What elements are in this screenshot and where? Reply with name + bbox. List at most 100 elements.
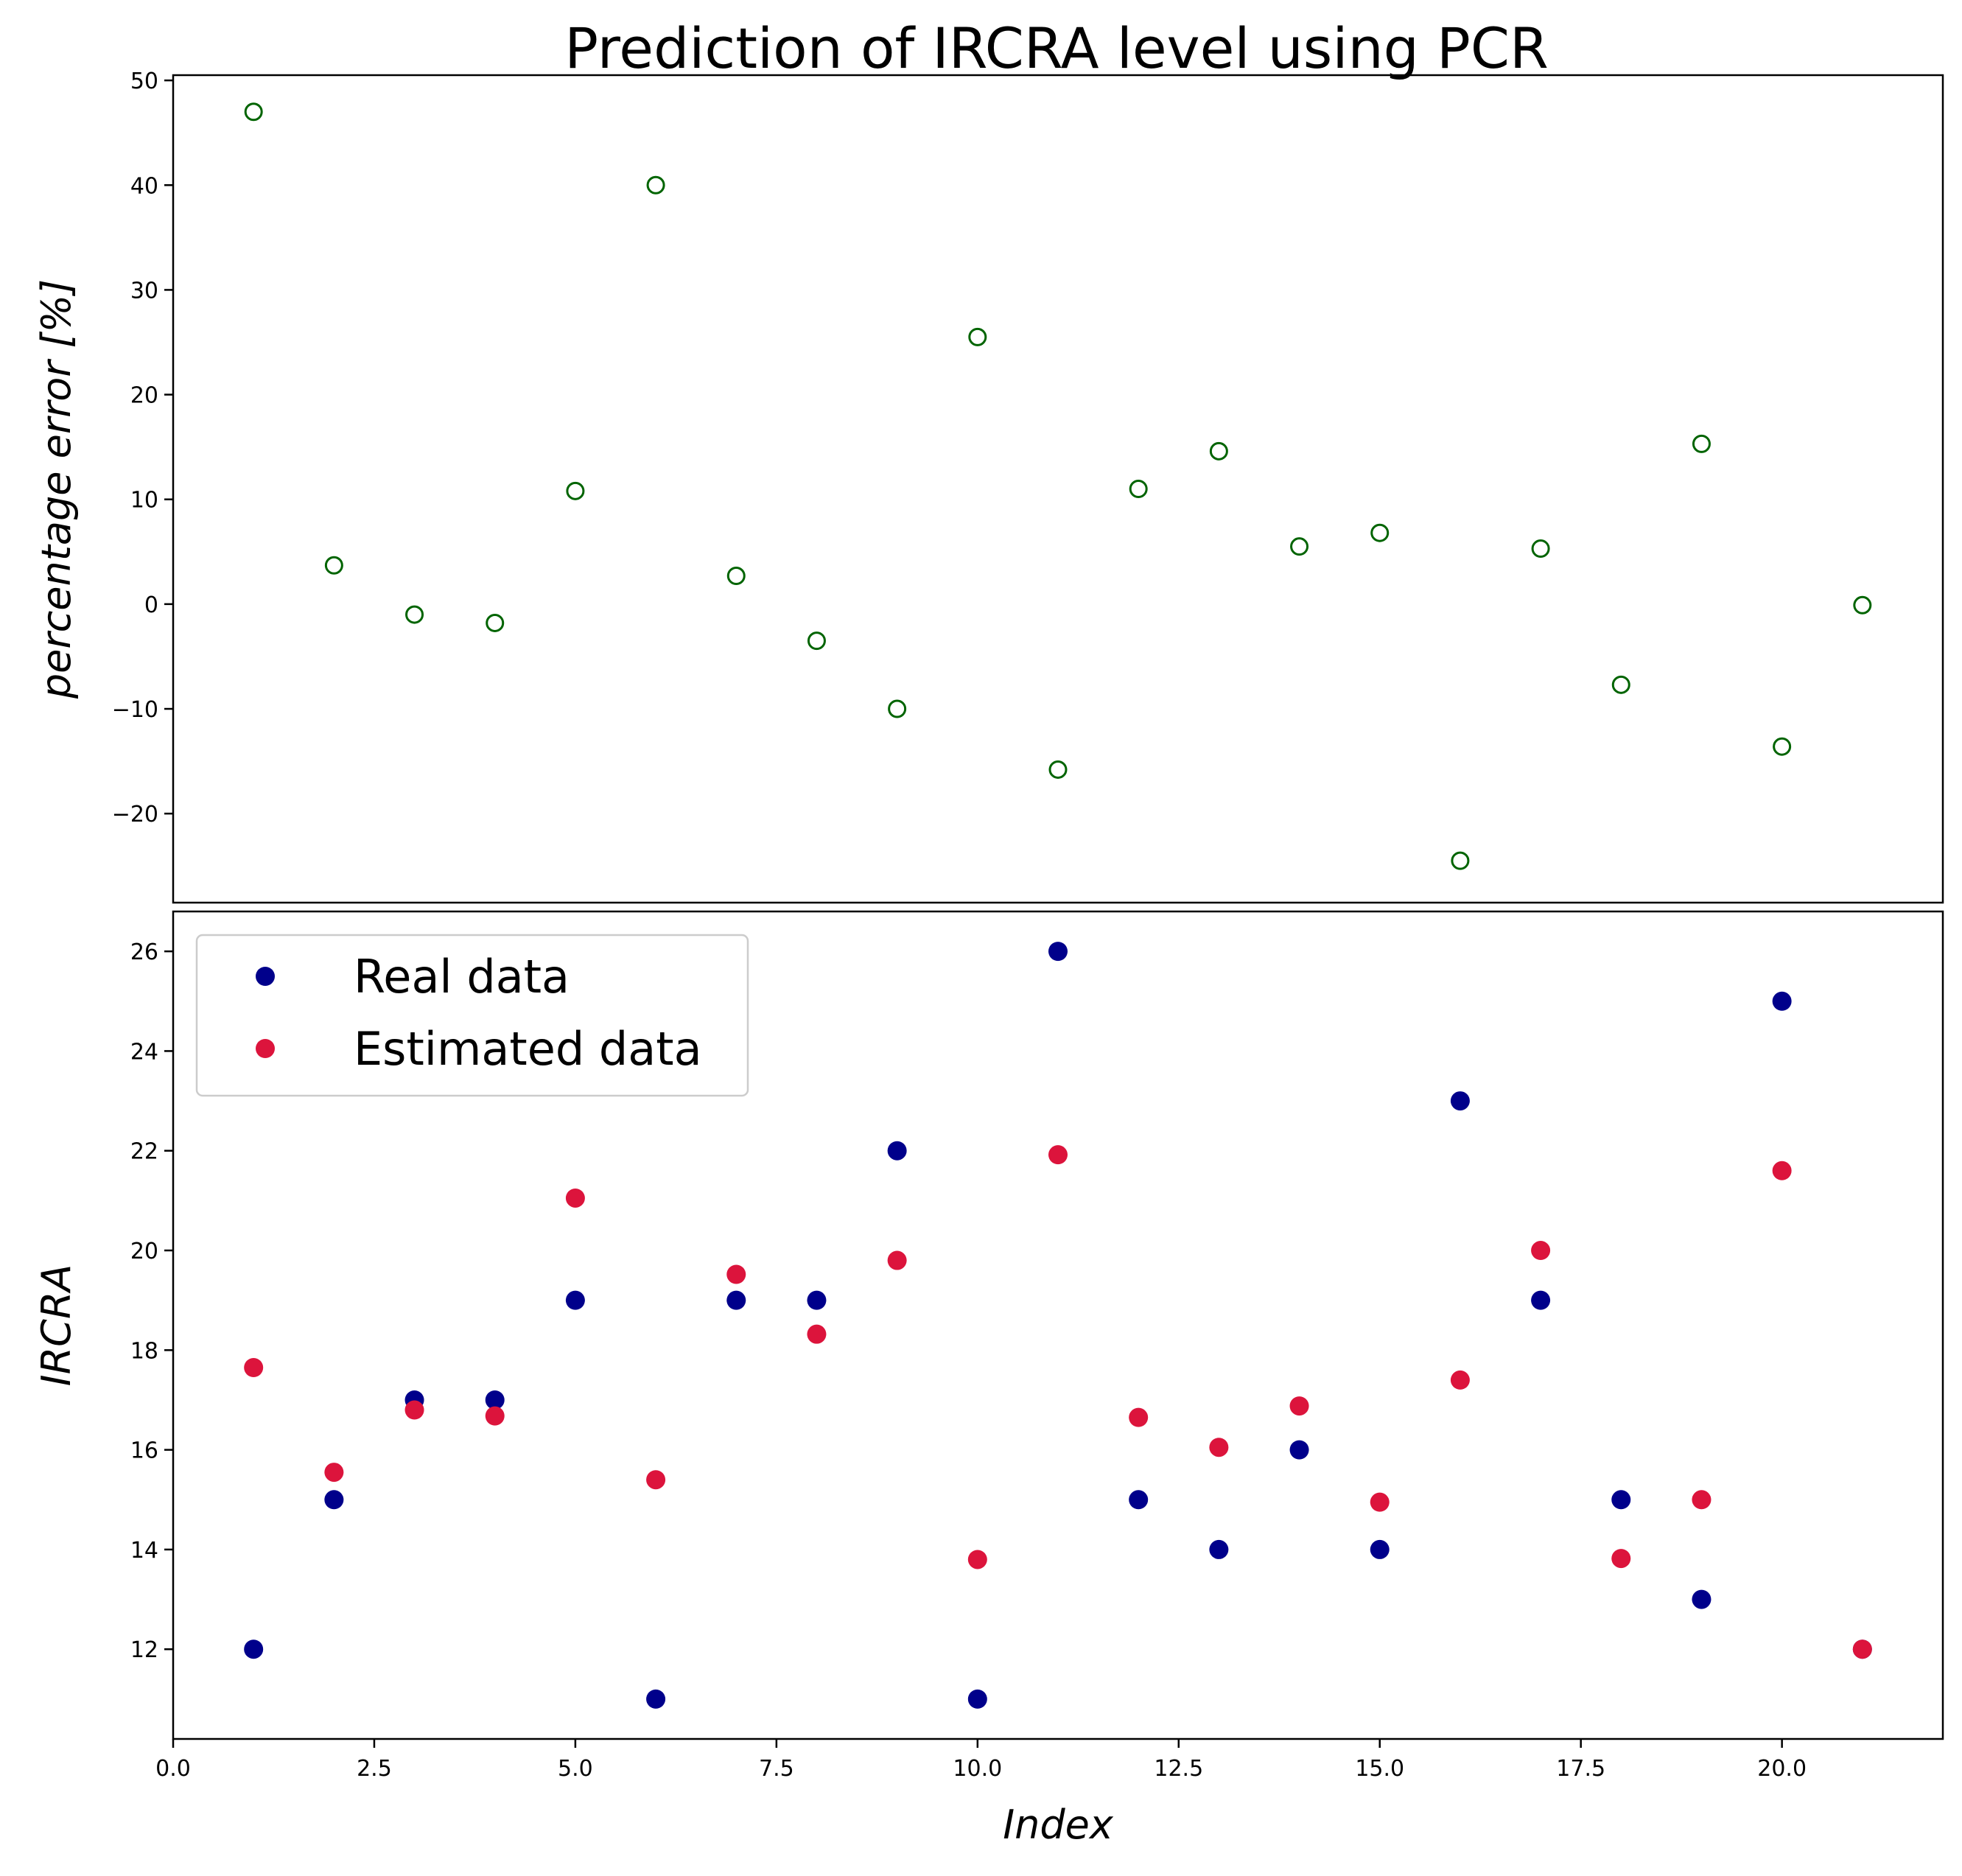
y-axis-title: IRCRA [33, 1264, 80, 1387]
y-tick-label: 12 [130, 1637, 158, 1663]
legend-marker [256, 1039, 275, 1058]
real-data-point [1692, 1589, 1712, 1609]
x-tick-label: 5.0 [558, 1756, 593, 1782]
estimated-data-point [485, 1406, 505, 1426]
estimated-data-point [324, 1463, 344, 1483]
y-tick-label: −10 [112, 697, 158, 723]
legend-label: Real data [354, 950, 570, 1004]
x-tick-label: 0.0 [155, 1756, 191, 1782]
y-tick-label: 20 [130, 1239, 158, 1264]
x-tick-label: 7.5 [759, 1756, 794, 1782]
error-point [1853, 595, 1872, 615]
error-point [888, 699, 907, 718]
real-data-point [1531, 1290, 1551, 1310]
real-data-point [324, 1490, 344, 1510]
estimated-data-point [1450, 1370, 1470, 1390]
real-data-point [1370, 1539, 1390, 1559]
y-axis-title: percentage error [%] [33, 279, 80, 699]
real-data-point [887, 1141, 907, 1161]
estimated-data-point [565, 1188, 585, 1208]
real-data-point [1048, 942, 1068, 962]
x-tick-label: 17.5 [1556, 1756, 1605, 1782]
error-point [968, 327, 987, 346]
y-tick-label: 24 [130, 1039, 158, 1065]
error-point [244, 102, 263, 122]
real-data-point [646, 1689, 666, 1709]
x-tick-label: 15.0 [1355, 1756, 1404, 1782]
estimated-data-point [726, 1264, 746, 1284]
error-point [1048, 760, 1068, 779]
real-data-point [726, 1290, 746, 1310]
y-tick-label: 30 [130, 278, 158, 304]
y-tick-label: −20 [112, 802, 158, 827]
error-panel: −20 −10 0 10 20 30 40 50 percentage error [%] [33, 69, 1944, 904]
real-data-point [1129, 1490, 1149, 1510]
error-point [807, 631, 826, 651]
y-tick-label: 40 [130, 173, 158, 199]
y-tick-label: 20 [130, 383, 158, 409]
error-point [324, 556, 343, 575]
error-point [486, 613, 505, 632]
error-point [566, 481, 585, 500]
estimated-data-point [1129, 1407, 1149, 1427]
axes-frame [172, 74, 1944, 904]
y-tick-label: 14 [130, 1538, 158, 1564]
estimated-data-point [1692, 1490, 1712, 1510]
estimated-data-point [807, 1324, 827, 1344]
estimated-data-point [967, 1550, 987, 1569]
real-data-point [1209, 1539, 1229, 1559]
ircra-panel: 12 14 16 18 20 22 24 26 0.0 2.5 5.0 7.5 10.0 12.5 15.0… [33, 910, 1944, 1848]
y-tick-label: 50 [130, 69, 158, 94]
error-point [1370, 523, 1390, 542]
real-data-point [1289, 1440, 1309, 1460]
real-data-point [1450, 1091, 1470, 1111]
legend-label: Estimated data [354, 1022, 702, 1076]
estimated-data-point [646, 1470, 666, 1490]
estimated-data-point [244, 1358, 264, 1378]
real-data-point [967, 1689, 987, 1709]
error-point [1773, 737, 1792, 756]
y-tick-label: 10 [130, 488, 158, 514]
x-axis-title: Index [1003, 1802, 1114, 1848]
error-point [646, 175, 665, 195]
estimated-data-point [1852, 1639, 1872, 1659]
error-point [1209, 441, 1228, 461]
x-tick-label: 12.5 [1154, 1756, 1203, 1782]
real-data-point [244, 1639, 264, 1659]
estimated-data-point [887, 1250, 907, 1270]
error-point [405, 605, 424, 624]
x-tick-label: 2.5 [357, 1756, 392, 1782]
error-point [1129, 480, 1148, 498]
estimated-data-point [1531, 1241, 1551, 1261]
real-data-point [1611, 1490, 1631, 1510]
estimated-data-point [1048, 1145, 1068, 1165]
estimated-data-point [1289, 1396, 1309, 1416]
y-tick-label: 22 [130, 1139, 158, 1165]
error-point [1531, 539, 1550, 559]
error-point [1290, 537, 1309, 556]
x-tick-label: 20.0 [1757, 1756, 1807, 1782]
estimated-data-point [404, 1400, 424, 1420]
real-data-point [565, 1290, 585, 1310]
chart-title: Prediction of IRCRA level using PCR [564, 15, 1549, 81]
y-tick-label: 16 [130, 1438, 158, 1464]
legend: Real data Estimated data [195, 934, 749, 1097]
y-tick-label: 0 [144, 592, 158, 618]
error-point [1451, 851, 1470, 870]
error-point [1611, 675, 1630, 694]
y-tick-label: 26 [130, 939, 158, 965]
estimated-data-point [1772, 1161, 1792, 1180]
real-data-point [485, 1390, 505, 1410]
legend-box [195, 934, 749, 1097]
estimated-data-point [1370, 1492, 1390, 1512]
estimated-data-point [1611, 1549, 1631, 1569]
x-tick-label: 10.0 [953, 1756, 1002, 1782]
error-point [726, 566, 746, 585]
y-tick-label: 18 [130, 1338, 158, 1364]
axes-frame [172, 910, 1944, 1740]
estimated-data-point [1209, 1438, 1229, 1457]
error-point [1692, 434, 1711, 453]
legend-marker [256, 967, 275, 986]
